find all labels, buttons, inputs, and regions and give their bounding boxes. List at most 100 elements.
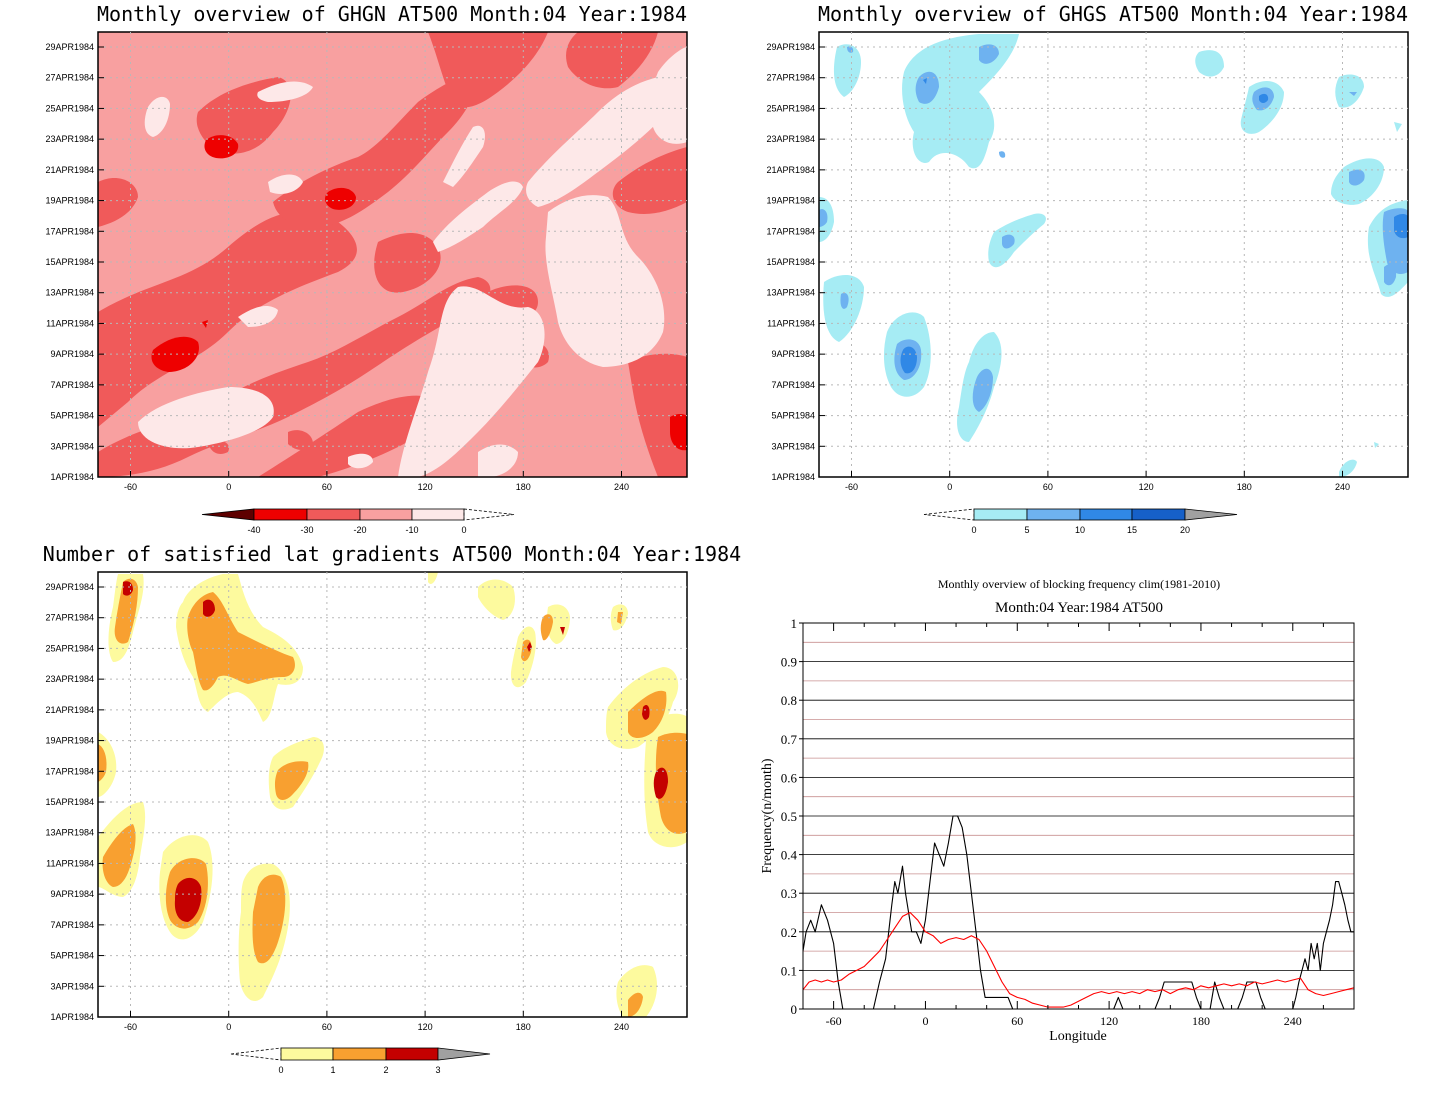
- y-tick-label: 23APR1984: [45, 674, 94, 684]
- y-tick-label: 9APR1984: [50, 349, 94, 359]
- colorbar-segment: [973, 508, 1028, 521]
- colorbar-segment: [411, 508, 465, 521]
- colorbar-label: -10: [405, 525, 418, 535]
- y-tick-label: 3APR1984: [771, 441, 815, 451]
- y-tick-label: 25APR1984: [45, 103, 94, 113]
- colorbar-segment: [306, 508, 361, 521]
- lat-title: Number of satisfied lat gradients AT500 …: [43, 542, 741, 566]
- colorbar-segment: [332, 1047, 387, 1061]
- y-tick-label: 13APR1984: [45, 828, 94, 838]
- x-tick-label: 240: [1284, 1014, 1302, 1028]
- ghgn-frame: [97, 31, 688, 478]
- x-tick-label: 240: [614, 1022, 629, 1032]
- ghgs-frame: [818, 31, 1409, 478]
- panel-ghgs: Monthly overview of GHGS AT500 Month:04 …: [766, 2, 1409, 535]
- y-tick-label: 13APR1984: [45, 288, 94, 298]
- lat-colorbar: 0 1 2 3: [230, 1047, 491, 1075]
- x-tick-label: -60: [124, 1022, 137, 1032]
- y-tick-label: 9APR1984: [771, 349, 815, 359]
- y-tick-label: 17APR1984: [45, 766, 94, 776]
- x-tick-label: 120: [418, 482, 433, 492]
- y-tick-label: 1APR1984: [50, 1012, 94, 1022]
- y-tick-label: 29APR1984: [766, 42, 815, 52]
- y-tick-label: 7APR1984: [50, 380, 94, 390]
- y-tick-label: 27APR1984: [45, 613, 94, 623]
- colorbar-label: 2: [383, 1065, 388, 1075]
- colorbar-segment: [359, 508, 413, 521]
- y-tick-label: 0.1: [781, 963, 797, 978]
- y-tick-label: 19APR1984: [45, 196, 94, 206]
- y-tick-label: 5APR1984: [50, 951, 94, 961]
- colorbar-label: 0: [971, 525, 976, 535]
- y-tick-label: 29APR1984: [45, 42, 94, 52]
- y-tick-label: 13APR1984: [766, 288, 815, 298]
- ghgs-field: [819, 32, 1408, 477]
- colorbar-high-extend: [1184, 508, 1238, 521]
- x-tick-label: 60: [1011, 1014, 1023, 1028]
- colorbar-low-extend: [201, 508, 255, 521]
- y-tick-label: 0.6: [781, 770, 798, 785]
- lat-field: [98, 572, 687, 1017]
- y-tick-label: 21APR1984: [766, 165, 815, 175]
- y-tick-label: 7APR1984: [50, 920, 94, 930]
- colorbar-label: 10: [1075, 525, 1085, 535]
- y-tick-label: 9APR1984: [50, 889, 94, 899]
- panel-ghgn: Monthly overview of GHGN AT500 Month:04 …: [45, 2, 688, 535]
- x-tick-label: 60: [1043, 482, 1053, 492]
- x-tick-label: 240: [614, 482, 629, 492]
- panel-lat-gradients: Number of satisfied lat gradients AT500 …: [43, 542, 741, 1075]
- x-tick-label: 180: [1237, 482, 1252, 492]
- x-tick-label: 0: [947, 482, 952, 492]
- y-tick-label: 25APR1984: [45, 643, 94, 653]
- colorbar-segment: [385, 1047, 439, 1061]
- x-tick-label: -60: [826, 1014, 842, 1028]
- x-tick-label: 60: [322, 1022, 332, 1032]
- colorbar-low-extend: [230, 1047, 282, 1061]
- colorbar-segment: [1026, 508, 1081, 521]
- colorbar-label: -40: [247, 525, 260, 535]
- colorbar-segment: [1131, 508, 1186, 521]
- y-tick-label: 3APR1984: [50, 441, 94, 451]
- freq-ylabel: Frequency(n/month): [760, 758, 775, 873]
- x-tick-label: 0: [226, 482, 231, 492]
- y-tick-label: 19APR1984: [45, 736, 94, 746]
- y-tick-label: 25APR1984: [766, 103, 815, 113]
- colorbar-high-extend: [463, 508, 515, 521]
- ghgn-axes: -60 0 60 120 180 240 1APR1984 3APR1984 5APR1984 7…: [45, 32, 687, 492]
- colorbar-low-extend: [923, 508, 975, 521]
- y-tick-label: 23APR1984: [766, 134, 815, 144]
- y-tick-label: 23APR1984: [45, 134, 94, 144]
- x-tick-label: 240: [1335, 482, 1350, 492]
- y-tick-label: 1APR1984: [771, 472, 815, 482]
- y-tick-label: 0.4: [781, 848, 798, 863]
- y-tick-label: 3APR1984: [50, 981, 94, 991]
- x-tick-label: 120: [418, 1022, 433, 1032]
- y-tick-label: 19APR1984: [766, 196, 815, 206]
- x-tick-label: 60: [322, 482, 332, 492]
- y-tick-label: 27APR1984: [45, 73, 94, 83]
- x-tick-label: 120: [1100, 1014, 1118, 1028]
- y-tick-label: 29APR1984: [45, 582, 94, 592]
- ghgn-colorbar: -40 -30 -20 -10 0: [201, 508, 515, 535]
- colorbar-label: -20: [353, 525, 366, 535]
- x-tick-label: 120: [1139, 482, 1154, 492]
- freq-grid: [803, 622, 1354, 1010]
- ghgs-colorbar: 0 5 10 15 20: [923, 508, 1238, 535]
- x-tick-label: 0: [922, 1014, 928, 1028]
- freq-title: Monthly overview of blocking frequency c…: [938, 577, 1220, 591]
- colorbar-label: 0: [461, 525, 466, 535]
- x-tick-label: 180: [1192, 1014, 1210, 1028]
- ghgs-title: Monthly overview of GHGS AT500 Month:04 …: [818, 2, 1408, 26]
- y-tick-label: 27APR1984: [766, 73, 815, 83]
- y-tick-label: 11APR1984: [46, 858, 94, 868]
- x-tick-label: 0: [226, 1022, 231, 1032]
- y-tick-label: 15APR1984: [45, 797, 94, 807]
- y-tick-label: 0.9: [781, 655, 797, 670]
- y-tick-label: 0.8: [781, 693, 797, 708]
- colorbar-label: 1: [330, 1065, 335, 1075]
- panel-blocking-frequency: Monthly overview of blocking frequency c…: [760, 577, 1355, 1044]
- y-tick-label: 7APR1984: [771, 380, 815, 390]
- colorbar-segment: [1079, 508, 1133, 521]
- y-tick-label: 15APR1984: [766, 257, 815, 267]
